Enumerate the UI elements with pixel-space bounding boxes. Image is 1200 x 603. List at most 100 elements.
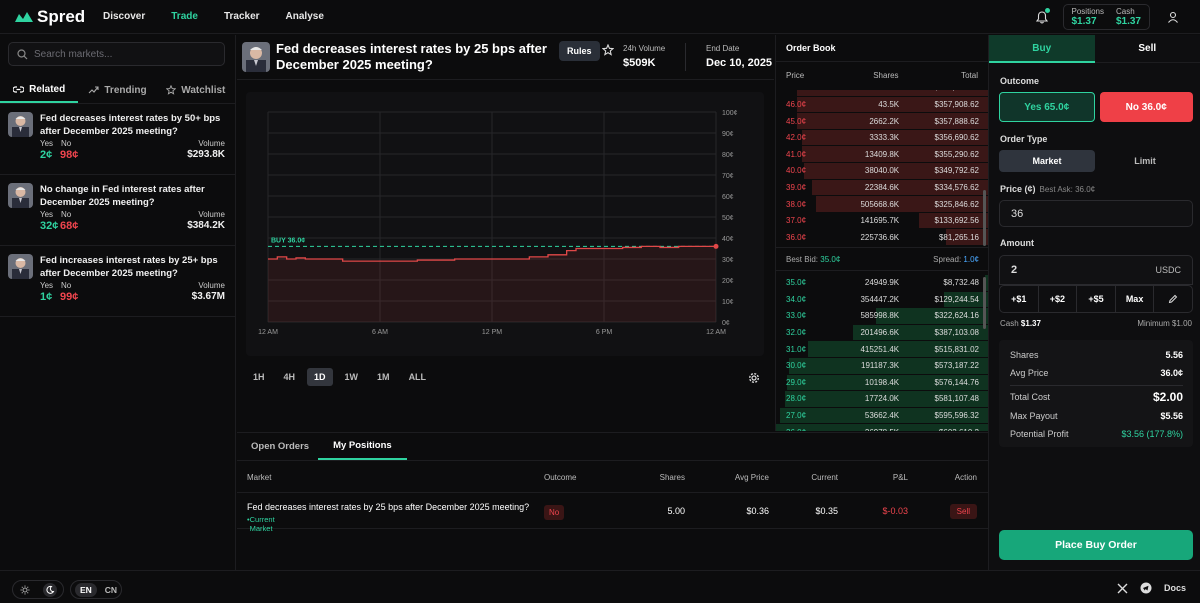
shares-header: Shares [873, 70, 899, 80]
sidebar: Related Trending Watchlist Fed decreases… [0, 35, 236, 570]
position-pnl: $-0.03 [882, 506, 908, 516]
ask-row[interactable]: 49.0¢1020.4K$358,408.62 [776, 90, 988, 97]
summary-payout-label: Max Payout [1010, 411, 1058, 421]
ask-row[interactable]: 41.0¢ 13409.8K $355,290.62 [776, 146, 988, 164]
sell-tab[interactable]: Sell [1094, 35, 1200, 63]
lang-cn[interactable]: CN [104, 584, 118, 595]
table-row[interactable]: Fed decreases interest rates by 25 bps a… [237, 493, 988, 533]
tab-open-orders[interactable]: Open Orders [251, 441, 310, 452]
search-input[interactable] [34, 48, 214, 60]
add-2-button[interactable]: +$2 [1039, 286, 1078, 312]
x-tick-label: 6 PM [596, 329, 613, 336]
summary-profit-label: Potential Profit [1010, 429, 1069, 439]
amount-input[interactable]: 2 USDC [999, 255, 1193, 285]
nav-trade[interactable]: Trade [171, 11, 198, 22]
ask-row[interactable]: 39.0¢ 22384.6K $334,576.62 [776, 179, 988, 197]
ask-depth-bar [797, 90, 988, 96]
summary-potential-profit: Potential Profit $3.56 (177.8%) [1010, 429, 1183, 439]
timeframe-1d[interactable]: 1D [307, 368, 333, 386]
telegram-icon[interactable] [1140, 582, 1152, 594]
y-tick-label: 50¢ [722, 215, 734, 222]
no-label: No [61, 139, 72, 148]
yes-outcome-button[interactable]: Yes 65.0¢ [999, 92, 1095, 122]
ask-row[interactable]: 40.0¢ 38040.0K $349,792.62 [776, 163, 988, 180]
tab-watchlist[interactable]: Watchlist [157, 77, 235, 103]
ask-total: $357,888.62 [934, 116, 980, 126]
max-button[interactable]: Max [1116, 286, 1155, 312]
ask-shares: 3333.3K [869, 133, 900, 143]
favorite-star-icon[interactable] [602, 44, 614, 56]
summary-total-cost: Total Cost $2.00 [1010, 390, 1183, 404]
end-date-value: Dec 10, 2025 [706, 57, 773, 69]
nav-analyse[interactable]: Analyse [285, 11, 324, 22]
bid-row[interactable]: 33.0¢ 585998.8K $322,624.16 [776, 308, 988, 325]
add-1-button[interactable]: +$1 [1000, 286, 1039, 312]
ask-row[interactable]: 38.0¢ 505668.6K $325,846.62 [776, 196, 988, 213]
theme-toggle[interactable] [12, 580, 64, 599]
market-card[interactable]: Fed decreases interest rates by 50+ bps … [0, 104, 235, 175]
docs-link[interactable]: Docs [1163, 583, 1186, 593]
timeframe-1m[interactable]: 1M [377, 372, 390, 382]
gear-icon[interactable] [748, 372, 760, 384]
bids-scrollbar[interactable] [983, 277, 986, 329]
buy-tab[interactable]: Buy [989, 35, 1095, 63]
bid-price: 34.0¢ [786, 294, 807, 304]
sell-position-button[interactable]: Sell [949, 504, 977, 519]
sun-icon[interactable] [20, 585, 30, 595]
lang-en[interactable]: EN [74, 582, 97, 597]
bid-total: $8,732.48 [943, 278, 979, 288]
bid-row[interactable]: 31.0¢ 415251.4K $515,831.02 [776, 341, 988, 358]
moon-icon[interactable] [42, 582, 57, 597]
notifications-button[interactable] [1029, 4, 1055, 30]
market-card[interactable]: No change in Fed interest rates after De… [0, 175, 235, 246]
rules-button[interactable]: Rules [559, 41, 600, 61]
timeframe-1h[interactable]: 1H [253, 372, 265, 382]
x-twitter-icon[interactable] [1117, 583, 1128, 594]
bid-row[interactable]: 35.0¢ 24949.9K $8,732.48 [776, 275, 988, 292]
tab-related[interactable]: Related [0, 77, 79, 103]
yes-label: Yes [40, 281, 54, 290]
bid-row[interactable]: 32.0¢ 201496.6K $387,103.08 [776, 324, 988, 342]
add-5-button[interactable]: +$5 [1077, 286, 1116, 312]
summary-avg-price: Avg Price 36.0¢ [1010, 368, 1183, 378]
timeframe-4h[interactable]: 4H [283, 372, 296, 382]
timeframe-1w[interactable]: 1W [344, 372, 359, 382]
edit-amount-button[interactable] [1154, 286, 1192, 312]
ask-depth-bar [797, 96, 988, 113]
timeframe-all[interactable]: ALL [408, 372, 427, 382]
nav-tracker[interactable]: Tracker [223, 11, 260, 22]
bid-row[interactable]: 26.0¢26978.5K$602,610.2 [776, 424, 988, 431]
cash-available-value: $1.37 [1020, 319, 1041, 328]
price-input-value: 36 [1011, 207, 1024, 220]
bid-row[interactable]: 28.0¢ 17724.0K $581,107.48 [776, 391, 988, 408]
bid-total: $387,103.08 [934, 328, 980, 338]
market-order-button[interactable]: Market [999, 150, 1095, 172]
no-outcome-button[interactable]: No 36.0¢ [1099, 92, 1193, 122]
place-buy-order-button[interactable]: Place Buy Order [999, 530, 1193, 560]
bid-row[interactable]: 30.0¢ 191187.3K $573,187.22 [776, 357, 988, 375]
limit-order-button[interactable]: Limit [1134, 156, 1156, 166]
bid-row[interactable]: 27.0¢ 53662.4K $595,596.32 [776, 407, 988, 425]
market-card[interactable]: Fed increases interest rates by 25+ bps … [0, 246, 235, 317]
price-chart[interactable]: 100¢ 90¢ 80¢ 70¢ 60¢ 50¢ 40¢ 30¢ 20¢ 10¢ 0¢ 12 AM 6 … [246, 92, 764, 356]
bid-row[interactable]: 34.0¢ 354447.2K $129,244.54 [776, 291, 988, 309]
price-input[interactable]: 36 [999, 200, 1193, 227]
ask-row[interactable]: 45.0¢ 2662.2K $357,888.62 [776, 113, 988, 130]
tab-trending[interactable]: Trending [78, 77, 156, 103]
ask-depth-bar [801, 146, 988, 163]
profile-button[interactable] [1160, 4, 1186, 30]
ask-row[interactable]: 42.0¢ 3333.3K $356,690.62 [776, 129, 988, 147]
position-current: $0.35 [815, 506, 838, 516]
ask-row[interactable]: 46.0¢ 43.5K $357,908.62 [776, 96, 988, 114]
bid-row[interactable]: 29.0¢ 10198.4K $576,144.76 [776, 374, 988, 392]
search-box[interactable] [8, 42, 225, 66]
tab-my-positions[interactable]: My Positions [318, 433, 407, 460]
balance-box[interactable]: Positions $1.37 Cash $1.37 [1062, 4, 1150, 30]
brand-logo[interactable]: Spred [14, 7, 94, 27]
end-date-stat: End Date Dec 10, 2025 [706, 44, 772, 69]
ask-row[interactable]: 36.0¢ 225736.6K $81,265.16 [776, 229, 988, 246]
bid-price: 29.0¢ [786, 377, 807, 387]
ask-row[interactable]: 37.0¢ 141695.7K $133,692.56 [776, 212, 988, 230]
nav-discover[interactable]: Discover [103, 11, 146, 22]
asks-scrollbar[interactable] [983, 190, 986, 246]
